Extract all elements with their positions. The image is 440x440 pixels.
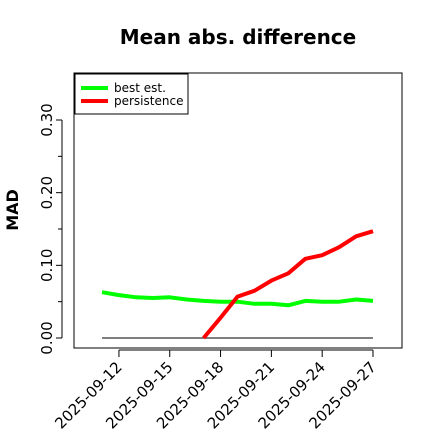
y-axis-label: MAD <box>3 189 22 231</box>
series-line-persistence <box>202 229 374 340</box>
y-tick-label: 0.00 <box>38 321 56 354</box>
plot-area: 0.000.100.200.302025-09-122025-09-152025… <box>38 72 403 432</box>
chart-title: Mean abs. difference <box>120 25 356 49</box>
y-tick-label: 0.10 <box>38 249 56 282</box>
y-tick-label: 0.20 <box>38 176 56 209</box>
series-line-best-est <box>101 290 374 308</box>
legend: best est.persistence <box>74 73 189 115</box>
legend-label: best est. <box>114 81 166 95</box>
y-tick-label: 0.30 <box>38 103 56 136</box>
plot-frame <box>73 72 403 349</box>
legend-box <box>74 73 189 115</box>
legend-label: persistence <box>114 94 183 108</box>
